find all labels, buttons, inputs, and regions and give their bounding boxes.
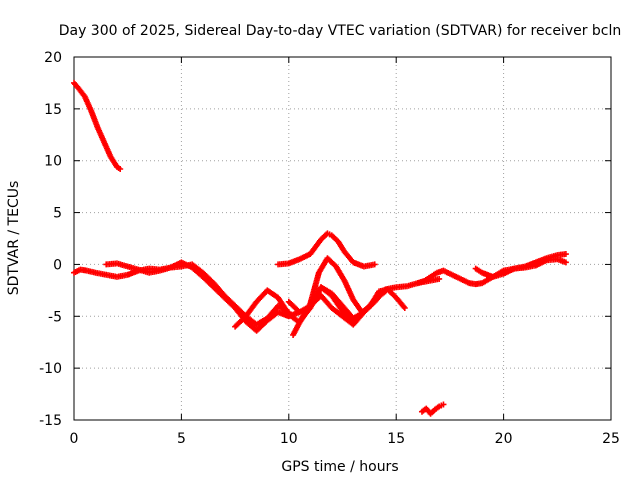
- series-arc-1: [71, 79, 124, 173]
- y-axis-label: SDTVAR / TECUs: [6, 181, 22, 296]
- series-arc-8: [285, 288, 389, 328]
- x-tick-label: 25: [602, 431, 620, 447]
- y-tick-label: 10: [44, 154, 62, 170]
- data-point: [436, 275, 443, 282]
- y-tick-label: -15: [39, 413, 62, 429]
- chart-title: Day 300 of 2025, Sidereal Day-to-day VTE…: [59, 23, 622, 39]
- data-point: [117, 166, 124, 173]
- y-tick-label: 20: [44, 50, 62, 66]
- x-tick-label: 5: [177, 431, 186, 447]
- data-point: [401, 304, 408, 311]
- series-arc-5: [275, 230, 378, 270]
- y-tick-label: -5: [48, 309, 62, 325]
- x-tick-label: 15: [387, 431, 405, 447]
- x-axis-label: GPS time / hours: [281, 459, 398, 475]
- data-point: [440, 401, 447, 408]
- y-tick-label: 5: [53, 206, 62, 222]
- series-arc-11: [418, 401, 447, 417]
- y-tick-label: -10: [39, 361, 62, 377]
- plot-frame: [73, 56, 612, 421]
- axis-ticks: 0 5 10 15 20 25 20 15 10 5 0 -5 -10 -15: [39, 50, 620, 447]
- data-point: [371, 261, 378, 268]
- data-points: [71, 79, 569, 417]
- x-tick-label: 10: [280, 431, 298, 447]
- data-point: [562, 259, 569, 266]
- series-arc-10: [472, 256, 569, 280]
- data-point: [562, 251, 569, 258]
- x-tick-label: 0: [70, 431, 79, 447]
- data-point: [382, 288, 389, 295]
- y-tick-label: 15: [44, 102, 62, 118]
- x-tick-label: 20: [495, 431, 513, 447]
- y-tick-label: 0: [53, 257, 62, 273]
